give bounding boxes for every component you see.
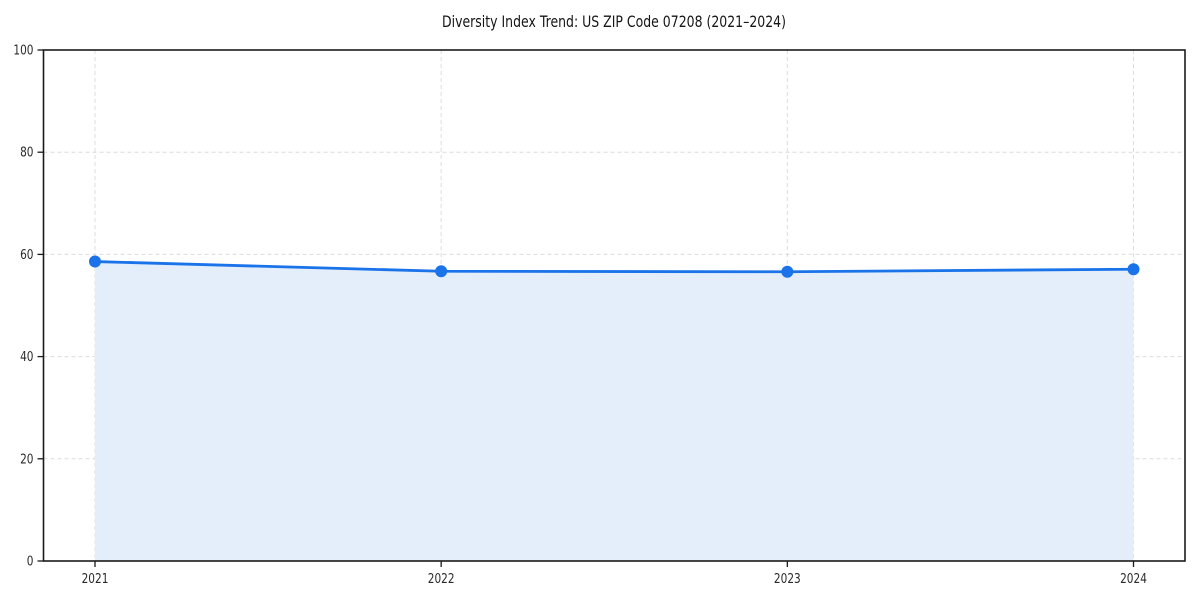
data-point-2022	[435, 265, 448, 278]
y-tick-label: 0	[27, 555, 34, 570]
y-tick-label: 80	[20, 146, 33, 161]
x-tick-label: 2021	[82, 572, 109, 587]
y-tick-label: 40	[20, 350, 33, 365]
x-tick-label: 2023	[774, 572, 801, 587]
plot-border	[42, 49, 1186, 562]
y-tick-label: 100	[13, 44, 33, 59]
y-tick-label: 60	[20, 248, 33, 263]
x-tick-label: 2022	[428, 572, 455, 587]
trend-line	[93, 260, 1135, 274]
data-point-2023	[781, 265, 794, 278]
data-point-2024	[1127, 263, 1140, 276]
area-fill	[95, 261, 1134, 561]
x-tick-label: 2024	[1120, 572, 1147, 587]
chart-title: Diversity Index Trend: US ZIP Code 07208…	[442, 12, 786, 31]
y-tick-label: 20	[20, 452, 33, 467]
data-point-2021	[89, 255, 101, 268]
